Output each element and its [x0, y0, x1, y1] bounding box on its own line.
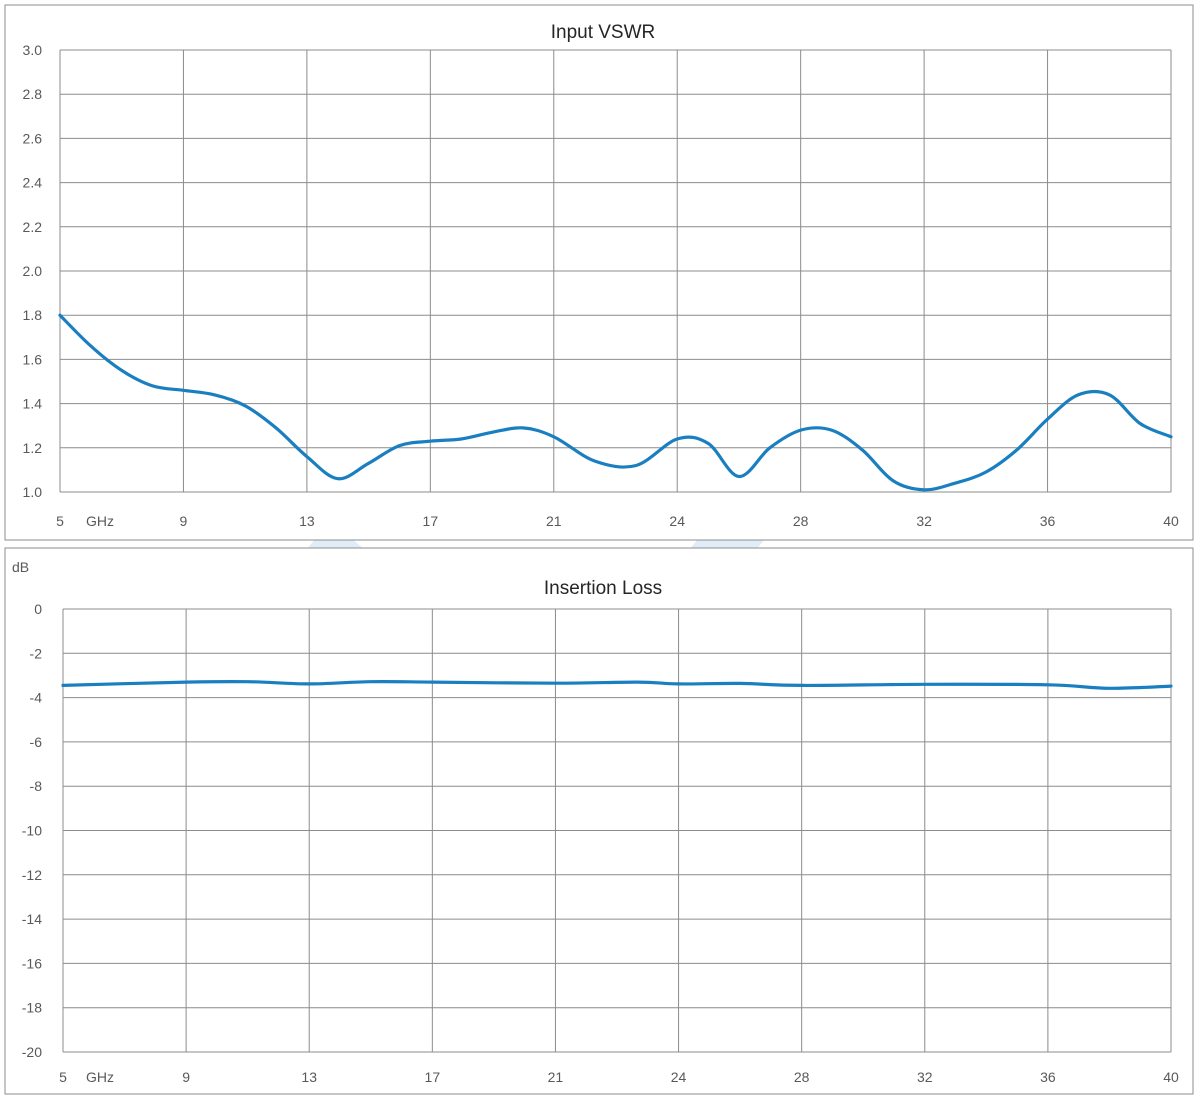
- chart-frame: [4, 547, 1194, 1095]
- chart-title: Insertion Loss: [544, 578, 662, 599]
- series-line: [61, 679, 1173, 690]
- x-tick-label: 9: [182, 1069, 190, 1085]
- y-tick-label: -8: [30, 778, 43, 794]
- x-tick-label: 24: [671, 1069, 687, 1085]
- y-tick-label: -20: [22, 1044, 42, 1060]
- x-tick-label: 36: [1040, 513, 1056, 529]
- y-tick-label: -4: [30, 690, 43, 706]
- x-tick-label: 5: [56, 513, 64, 529]
- x-tick-label: 40: [1163, 513, 1179, 529]
- y-tick-label: -18: [22, 1000, 42, 1016]
- chart-title: Input VSWR: [551, 22, 656, 43]
- x-tick-label: 28: [794, 1069, 810, 1085]
- chart-input-vswr: 3.0 2.8 2.6 2.4 2.2 2.0 1.8 1.6 1.4 1.2 1.0 5 9 13 17…: [4, 4, 1194, 541]
- y-tick-label: 2.0: [23, 263, 43, 279]
- y-tick-label: -14: [22, 911, 42, 927]
- y-tick-label: 1.2: [23, 440, 43, 456]
- y-tick-label: 2.2: [23, 219, 43, 235]
- x-tick-label: 5: [59, 1069, 67, 1085]
- y-axis-label: dB: [12, 559, 29, 575]
- x-tick-label: 40: [1163, 1069, 1179, 1085]
- y-tick-label: 1.6: [23, 351, 43, 367]
- x-tick-label: 36: [1040, 1069, 1056, 1085]
- x-tick-label: 17: [425, 1069, 441, 1085]
- series-line: [58, 313, 1173, 492]
- y-tick-label: 1.8: [23, 307, 43, 323]
- y-tick-label: 1.4: [23, 396, 43, 412]
- y-tick-label: 3.0: [23, 42, 43, 58]
- x-tick-label: 17: [423, 513, 439, 529]
- x-tick-label: 32: [917, 1069, 933, 1085]
- y-tick-label: -6: [30, 734, 43, 750]
- y-tick-label: 2.6: [23, 130, 43, 146]
- y-tick-label: -16: [22, 955, 42, 971]
- chart-insertion-loss: 0 -2 -4 -6 -8 -10 -12 -14 -16 -18 -20 5 9 13 17 21 24 28…: [4, 547, 1194, 1095]
- x-tick-label: 9: [180, 513, 188, 529]
- y-tick-label: 0: [34, 601, 42, 617]
- x-tick-label: 21: [546, 513, 562, 529]
- x-tick-label: 13: [301, 1069, 317, 1085]
- x-tick-label: 24: [669, 513, 685, 529]
- x-tick-label: 28: [793, 513, 809, 529]
- y-tick-label: 2.8: [23, 86, 43, 102]
- x-unit-label: GHz: [86, 1069, 114, 1085]
- y-tick-label: 1.0: [23, 484, 43, 500]
- y-tick-label: -10: [22, 823, 42, 839]
- x-tick-label: 13: [299, 513, 315, 529]
- x-unit-label: GHz: [86, 513, 114, 529]
- x-tick-label: 21: [548, 1069, 564, 1085]
- y-tick-label: -2: [30, 645, 43, 661]
- y-tick-label: -12: [22, 867, 42, 883]
- y-tick-label: 2.4: [23, 175, 43, 191]
- x-tick-label: 32: [916, 513, 932, 529]
